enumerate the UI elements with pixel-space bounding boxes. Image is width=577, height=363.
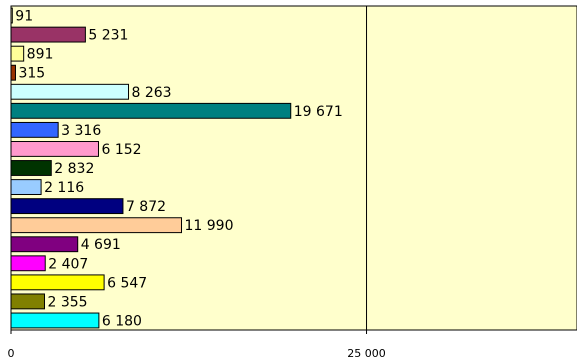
bar [10, 141, 99, 157]
data-label: 2 832 [54, 161, 94, 177]
data-label: 6 547 [107, 275, 147, 291]
bar [10, 217, 183, 234]
data-label: 11 990 [185, 218, 234, 234]
data-label: 3 316 [61, 123, 101, 139]
bar [10, 121, 59, 138]
bar [10, 102, 292, 119]
bar [10, 179, 42, 195]
bar [10, 83, 130, 100]
bar [10, 7, 13, 24]
data-label: 7 872 [126, 199, 166, 215]
data-label: 891 [27, 47, 54, 63]
data-label: 19 671 [294, 104, 343, 120]
bar [10, 198, 124, 215]
data-label: 91 [15, 9, 33, 25]
data-label: 6 180 [102, 313, 142, 329]
x-axis-ticks: 0 25 000 [8, 330, 386, 360]
plot-area [10, 5, 577, 331]
bar [10, 64, 16, 81]
data-label: 2 116 [44, 180, 84, 196]
data-label: 8 263 [132, 85, 172, 101]
bar [10, 255, 46, 272]
data-label: 2 355 [47, 294, 87, 310]
x-tick-label: 0 [8, 347, 15, 360]
x-tick-label: 25 000 [347, 347, 386, 360]
bar [10, 160, 52, 176]
data-label: 5 231 [88, 28, 128, 44]
data-label: 6 152 [101, 142, 141, 158]
data-label: 315 [18, 66, 45, 82]
bar [10, 45, 25, 62]
bars [10, 7, 292, 329]
data-label: 4 691 [81, 237, 121, 253]
data-label: 2 407 [48, 256, 88, 272]
bar [10, 312, 100, 329]
bar [10, 236, 79, 253]
bar [10, 26, 86, 43]
bar [10, 274, 105, 291]
bar [10, 293, 45, 310]
